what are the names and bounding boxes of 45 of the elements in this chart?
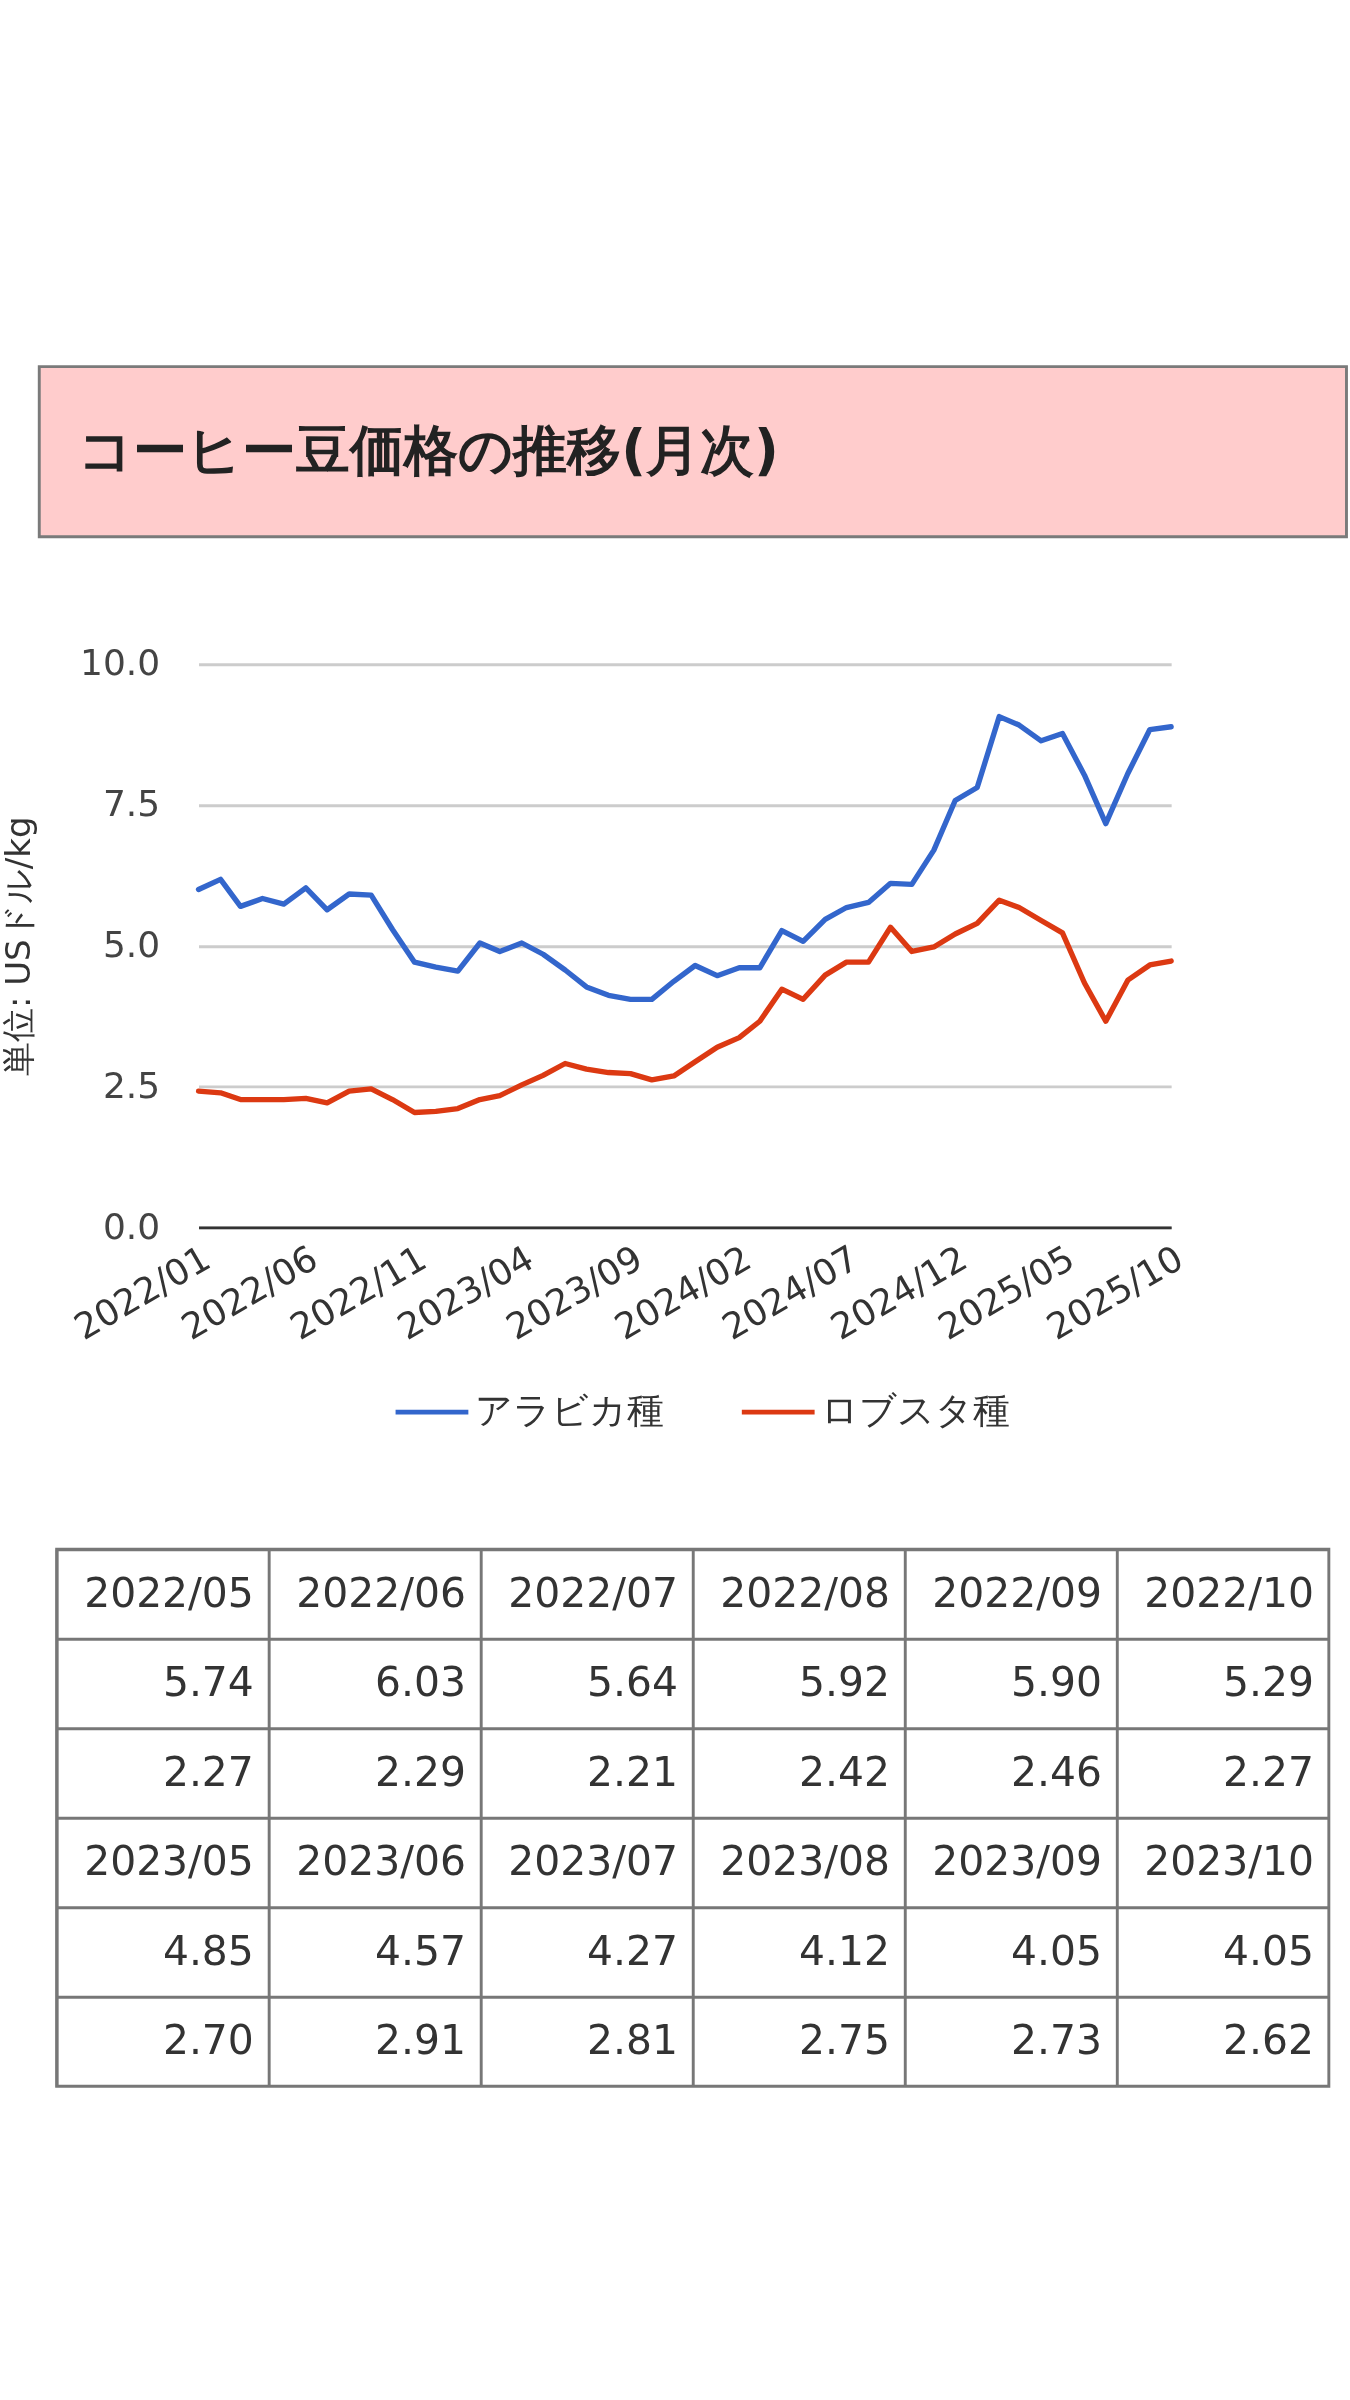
- y-axis-title: 単位: USドル/kg: [0, 816, 39, 1077]
- y-tick-label: 5.0: [102, 924, 161, 965]
- text: 4.05: [1011, 1926, 1102, 1975]
- text: 4.57: [374, 1926, 466, 1975]
- text: 4.05: [1223, 1926, 1314, 1975]
- text: 2.70: [162, 2016, 254, 2065]
- text: 2.73: [1011, 2016, 1102, 2065]
- text: 2.81: [586, 2016, 678, 2065]
- text: 2023/10: [1144, 1837, 1314, 1886]
- text: 6.03: [374, 1658, 466, 1707]
- text: 2022/06: [296, 1568, 466, 1617]
- text: 5.92: [798, 1658, 890, 1707]
- chart-title: コーヒー豆価格の推移(月次): [78, 417, 779, 482]
- text: 2.46: [1011, 1747, 1102, 1796]
- text: 4.85: [162, 1926, 254, 1975]
- legend-label: ロブスタ種: [821, 1388, 1011, 1432]
- text: 5.64: [586, 1658, 678, 1707]
- text: 2022/08: [720, 1568, 890, 1617]
- text: 4.27: [586, 1926, 678, 1975]
- text: 2023/08: [720, 1837, 890, 1886]
- text: 2022/10: [1144, 1568, 1314, 1617]
- legend-label: アラビカ種: [474, 1388, 664, 1432]
- y-tick-label: 2.5: [102, 1064, 161, 1106]
- text: 2022/07: [508, 1568, 678, 1617]
- text: 2.62: [1223, 2016, 1314, 2065]
- text: 2.75: [798, 2016, 890, 2065]
- text: 5.29: [1223, 1658, 1314, 1707]
- text: 5.90: [1011, 1658, 1102, 1707]
- text: 2.91: [374, 2016, 466, 2065]
- text: 2.42: [798, 1747, 890, 1796]
- text: 2.27: [1223, 1747, 1314, 1796]
- text: 2023/09: [932, 1837, 1102, 1886]
- y-tick-label: 7.5: [102, 783, 161, 825]
- text: 5.74: [162, 1658, 254, 1707]
- text: 2022/05: [84, 1568, 254, 1617]
- y-tick-label: 0.0: [102, 1205, 161, 1247]
- text: 2022/09: [932, 1568, 1102, 1617]
- text: 4.12: [798, 1926, 890, 1975]
- text: 2.29: [374, 1747, 466, 1796]
- text: 2023/06: [296, 1837, 466, 1886]
- text: 2023/05: [84, 1837, 254, 1886]
- text: 2.27: [162, 1747, 254, 1796]
- text: 2.21: [586, 1747, 678, 1796]
- text: 2023/07: [508, 1837, 678, 1886]
- y-tick-label: 10.0: [80, 642, 161, 684]
